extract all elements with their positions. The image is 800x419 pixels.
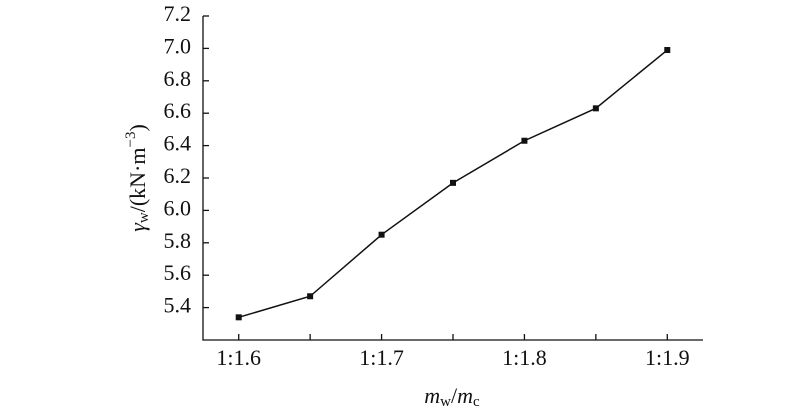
- y-tick-label: 7.0: [164, 33, 192, 58]
- y-tick-label: 6.0: [164, 195, 192, 220]
- y-tick-label: 6.8: [164, 66, 192, 91]
- x-tick-label: 1:1.7: [359, 345, 404, 370]
- data-point: [592, 105, 599, 112]
- x-tick-label: 1:1.6: [216, 345, 261, 370]
- data-point: [664, 47, 671, 54]
- data-point: [235, 314, 242, 321]
- x-axis-label: mw/mc: [424, 383, 480, 410]
- x-label-symbol2: m: [457, 383, 473, 408]
- y-tick-label: 6.2: [164, 163, 192, 188]
- x-label-subscript2: c: [473, 394, 480, 410]
- y-label-symbol: γ: [125, 222, 150, 232]
- y-axis-label: γw/(kN·m−3): [123, 124, 152, 232]
- y-tick-label: 6.4: [164, 131, 192, 156]
- y-label-exponent: −3: [123, 132, 139, 148]
- x-label-symbol: m: [424, 383, 440, 408]
- y-label-close: ): [125, 124, 150, 131]
- data-point: [307, 293, 314, 300]
- data-point: [378, 231, 385, 238]
- data-point: [521, 137, 528, 144]
- y-tick-label: 5.4: [164, 293, 192, 318]
- y-label-subscript: w: [136, 212, 152, 223]
- axes: [202, 16, 703, 341]
- y-tick-label: 6.6: [164, 98, 192, 123]
- x-tick-label: 1:1.8: [502, 345, 547, 370]
- x-label-subscript: w: [440, 394, 451, 410]
- y-tick-label: 5.6: [164, 260, 192, 285]
- y-label-unit: /(kN·m: [125, 148, 150, 213]
- y-tick-label: 7.2: [164, 1, 192, 26]
- data-point: [450, 179, 456, 186]
- y-tick-label: 5.8: [164, 228, 192, 253]
- x-label-slash: /: [451, 383, 458, 408]
- x-tick-label: 1:1.9: [645, 345, 690, 370]
